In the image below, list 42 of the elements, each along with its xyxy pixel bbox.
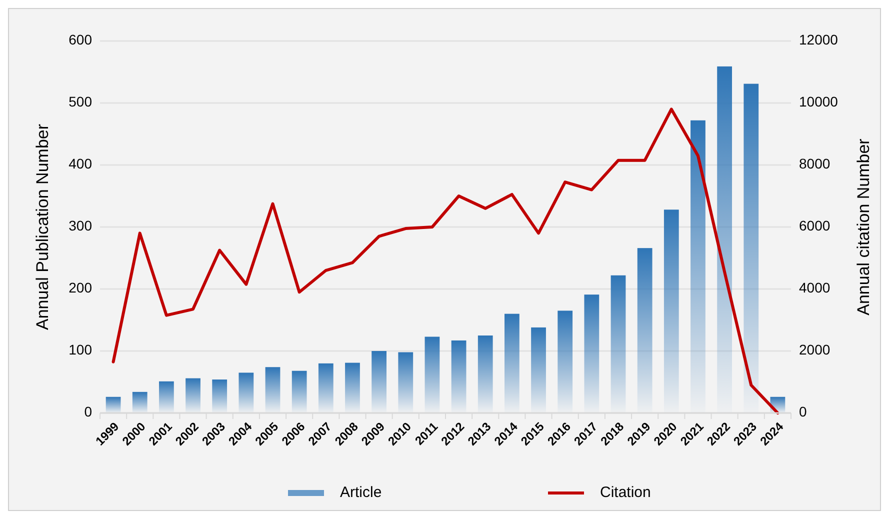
bar — [690, 120, 706, 413]
bar — [584, 294, 600, 413]
bar — [637, 248, 652, 413]
y-axis-title: Annual Publication Number — [33, 124, 52, 330]
bar — [531, 327, 546, 413]
bar — [504, 314, 520, 413]
bar — [398, 352, 414, 413]
bar — [186, 378, 200, 413]
y-tick-label: 600 — [68, 32, 92, 48]
bar — [664, 210, 679, 413]
bar — [318, 363, 334, 413]
bar — [558, 310, 573, 413]
legend-label: Article — [340, 484, 382, 501]
bar — [610, 275, 626, 413]
y-tick-label: 300 — [68, 218, 92, 234]
y2-tick-label: 12000 — [799, 32, 838, 48]
bar — [212, 380, 228, 413]
y2-tick-label: 4000 — [799, 280, 830, 296]
bar — [265, 367, 280, 413]
y2-tick-label: 6000 — [799, 218, 830, 234]
y2-axis-title: Annual citation Number — [854, 138, 873, 316]
y-tick-label: 500 — [68, 94, 92, 110]
bar — [159, 381, 174, 413]
y2-tick-label: 8000 — [799, 156, 830, 172]
y2-tick-label: 0 — [799, 404, 807, 420]
bar — [372, 351, 386, 413]
y2-tick-label: 2000 — [799, 342, 830, 358]
bar — [451, 340, 466, 413]
y-tick-label: 0 — [84, 404, 92, 420]
bar — [106, 396, 121, 413]
y-tick-label: 400 — [68, 156, 92, 172]
y-tick-label: 100 — [68, 342, 92, 358]
line-series — [112, 108, 780, 414]
bar — [345, 362, 360, 413]
bar — [132, 392, 148, 413]
legend-label: Citation — [600, 484, 651, 501]
bar — [292, 370, 307, 413]
bar — [238, 372, 254, 413]
y2-tick-label: 10000 — [799, 94, 838, 110]
bar — [478, 336, 493, 413]
bar — [424, 336, 440, 413]
y-tick-label: 200 — [68, 280, 92, 296]
